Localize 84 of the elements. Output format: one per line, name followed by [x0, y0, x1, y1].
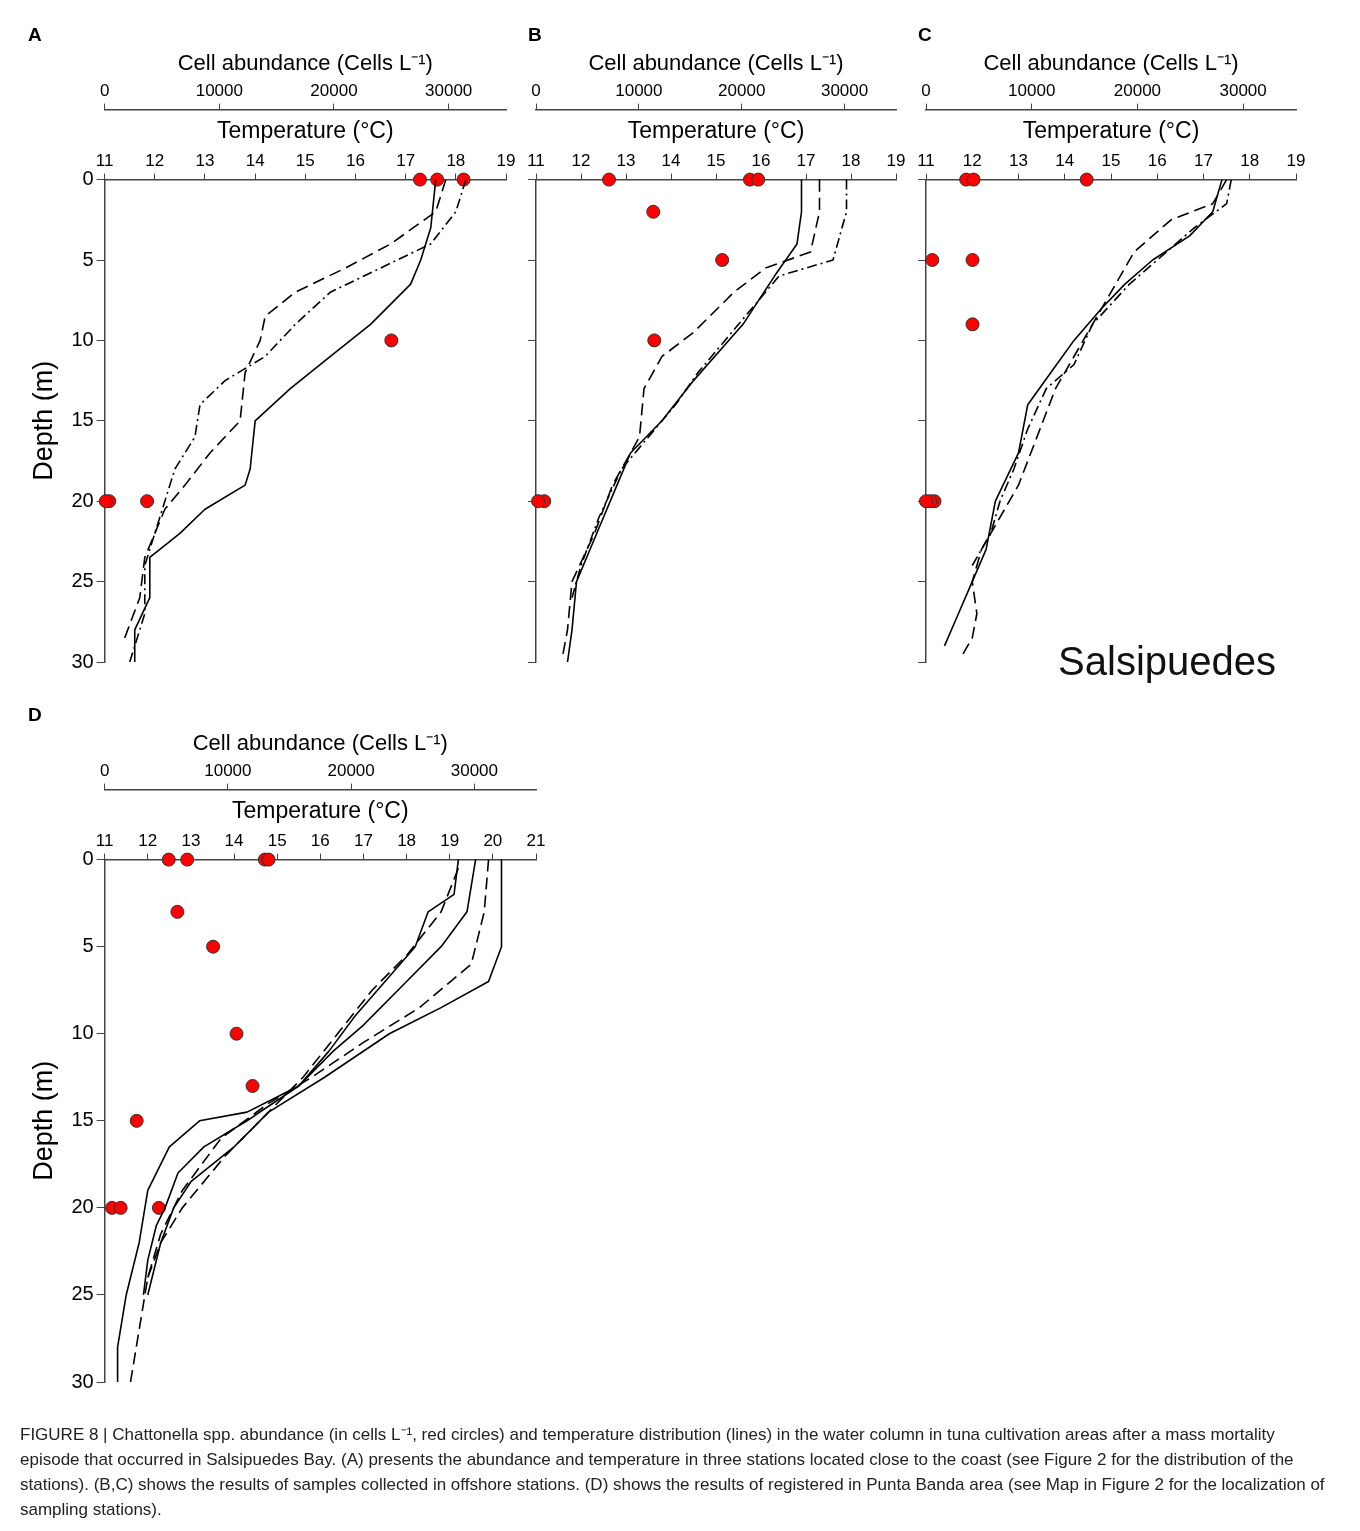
x2-axis-title: Cell abundance (Cells L⁻¹): [192, 730, 448, 756]
x-tick-label: 17: [396, 151, 416, 171]
x-axis-title: Temperature (°C): [1022, 116, 1200, 143]
y-tick-label: 30: [71, 649, 94, 672]
x2-tick-label: 10000: [204, 761, 252, 781]
x-tick-label: 11: [95, 831, 114, 851]
x-tick-label: 19: [496, 151, 516, 171]
x2-tick-label: 20000: [310, 81, 358, 101]
y-tick-label: 25: [71, 1282, 94, 1305]
x-axis-title: Temperature (°C): [217, 116, 394, 143]
x2-tick-label: 0: [99, 81, 110, 101]
x-tick-label: 18: [1240, 151, 1260, 171]
x2-tick-label: 30000: [450, 761, 499, 781]
x2-tick-label: 0: [99, 761, 110, 781]
x-tick-label: 11: [917, 151, 935, 171]
x-tick-label: 17: [1194, 151, 1213, 171]
y-axis-title: Depth (m): [27, 1060, 58, 1181]
y-tick-label: 0: [82, 847, 94, 870]
x-tick-label: 18: [446, 151, 466, 171]
x-tick-label: 16: [1147, 151, 1167, 171]
y-tick-label: 0: [82, 167, 94, 190]
x2-tick-label: 20000: [1113, 81, 1162, 101]
x-tick-label: 17: [796, 151, 816, 171]
x-tick-label: 14: [245, 151, 265, 171]
x-tick-label: 19: [886, 151, 906, 171]
x-tick-label: 14: [224, 831, 244, 851]
x-tick-label: 12: [962, 151, 982, 171]
x-tick-label: 16: [751, 151, 771, 171]
x-tick-label: 15: [1101, 151, 1121, 171]
y-tick-label: 5: [82, 934, 94, 957]
x2-axis-title: Cell abundance (Cells L⁻¹): [983, 50, 1239, 76]
x2-axis-title: Cell abundance (Cells L⁻¹): [588, 50, 844, 76]
x-tick-label: 12: [138, 831, 158, 851]
x-tick-label: 15: [295, 151, 315, 171]
x2-tick-label: 30000: [1219, 81, 1267, 101]
x2-tick-label: 10000: [1008, 81, 1056, 101]
x-tick-label: 14: [1055, 151, 1075, 171]
chart-title: D: [28, 703, 42, 725]
y-tick-label: 30: [71, 1369, 94, 1392]
chart-title: A: [28, 23, 42, 45]
x-tick-label: 11: [95, 151, 114, 171]
x-tick-label: 12: [145, 151, 165, 171]
y-axis-title: Depth (m): [27, 360, 58, 481]
x2-axis-title: Cell abundance (Cells L⁻¹): [177, 50, 433, 76]
x2-tick-label: 20000: [718, 81, 766, 101]
x-tick-label: 16: [346, 151, 365, 171]
x2-tick-label: 0: [531, 81, 541, 101]
x-tick-label: 20: [483, 831, 503, 851]
x-tick-label: 13: [1009, 151, 1028, 171]
chart-title: B: [528, 23, 542, 45]
x2-tick-label: 10000: [195, 81, 243, 101]
x-tick-label: 12: [571, 151, 591, 171]
x-tick-label: 11: [527, 151, 545, 171]
x-tick-label: 21: [526, 831, 546, 851]
x-tick-label: 15: [706, 151, 726, 171]
y-tick-label: 15: [71, 1108, 94, 1131]
x-tick-label: 19: [440, 831, 460, 851]
y-tick-label: 10: [71, 1021, 94, 1044]
x2-tick-label: 30000: [425, 81, 473, 101]
x-axis-title: Temperature (°C): [232, 796, 409, 823]
y-tick-label: 25: [71, 569, 94, 592]
x-tick-label: 13: [181, 831, 201, 851]
x-tick-label: 19: [1286, 151, 1306, 171]
x2-tick-label: 30000: [820, 81, 869, 101]
caption: FIGURE 8 | Chattonella spp. abundance (in cells L⁻¹, red circles) and temperature distribution (lines) in the water column in tuna cultivation areas after a mass mortality episode that occurred in Salsipuedes Bay. (A) presents the abundance and temperature in three stations located close to the coast (see Figure 2 for the distribution of the stations). (B,C) shows the results of samples collected in offshore stations. (D) shows the results of registered in Punta Banda area (see Map in Figure 2 for the localization of sampling stations).: [20, 1424, 1326, 1521]
y-tick-label: 5: [82, 247, 94, 270]
x-tick-label: 17: [354, 831, 373, 851]
x2-tick-label: 20000: [327, 761, 375, 781]
x2-tick-label: 0: [921, 81, 931, 101]
y-tick-label: 20: [71, 1195, 94, 1218]
x-tick-label: 14: [661, 151, 681, 171]
y-tick-label: 15: [71, 408, 94, 431]
x-tick-label: 18: [397, 831, 417, 851]
x2-tick-label: 10000: [615, 81, 663, 101]
x-axis-title: Temperature (°C): [627, 116, 805, 143]
x-tick-label: 13: [195, 151, 215, 171]
x-tick-label: 18: [841, 151, 861, 171]
y-tick-label: 10: [71, 327, 94, 350]
x-tick-label: 16: [310, 831, 330, 851]
chart-title: C: [918, 23, 932, 45]
y-tick-label: 20: [71, 488, 94, 511]
x-tick-label: 15: [267, 831, 287, 851]
x-tick-label: 13: [616, 151, 636, 171]
annotation: Salsipuedes: [1058, 639, 1276, 684]
